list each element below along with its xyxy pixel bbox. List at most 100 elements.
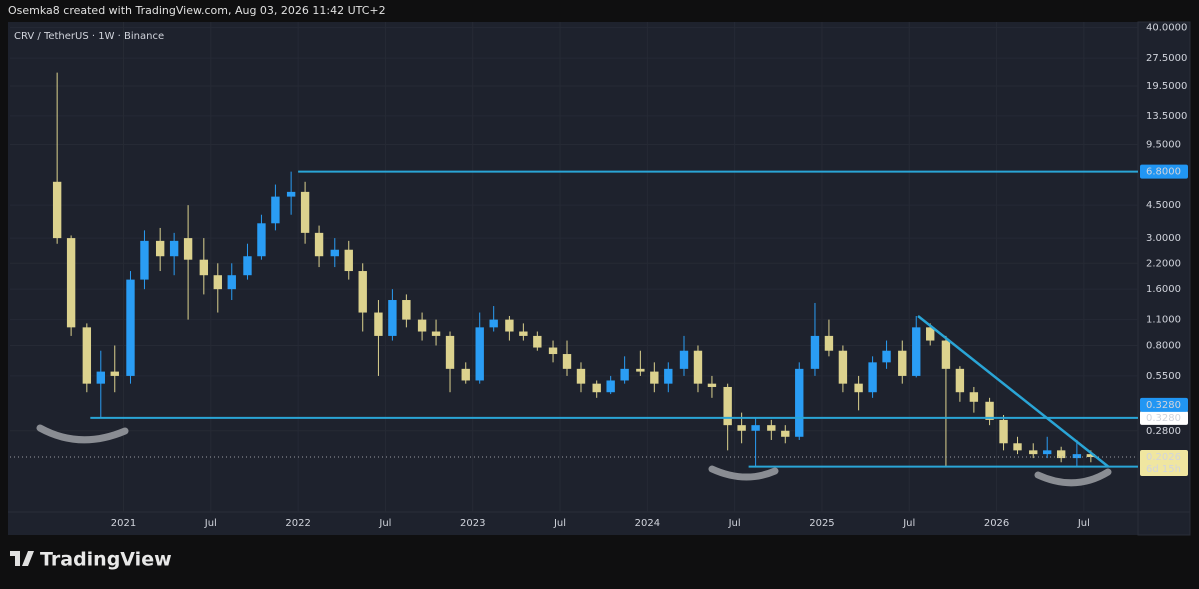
y-tick-label: 13.5000 <box>1146 111 1187 122</box>
y-tick-label: 3.0000 <box>1146 233 1181 244</box>
candle-body <box>358 271 367 313</box>
x-tick-label: 2021 <box>111 518 136 529</box>
candle-body <box>183 238 193 260</box>
annotation-arc <box>1034 468 1112 487</box>
last-price-bg <box>1140 450 1188 477</box>
x-tick-label: Jul <box>902 518 915 529</box>
candle-body <box>562 354 572 369</box>
candle-body <box>402 300 411 320</box>
candle-body <box>169 240 179 257</box>
candle-body <box>999 419 1008 444</box>
candle-body <box>955 368 965 393</box>
candle-body <box>431 331 441 336</box>
candle-body <box>330 249 339 257</box>
candle-body <box>417 319 427 332</box>
price-tag-bg <box>1140 410 1188 425</box>
candle-body <box>461 368 470 381</box>
x-tick-label: Jul <box>728 518 741 529</box>
candle-body <box>548 347 558 355</box>
candle-body <box>606 380 615 393</box>
candle-body <box>243 256 252 276</box>
candle-body <box>1029 450 1038 455</box>
candle-body <box>52 181 62 239</box>
y-tick-label: 0.5500 <box>1146 371 1181 382</box>
candle-body <box>300 191 310 233</box>
candle-body <box>533 335 542 348</box>
y-tick-label: 27.5000 <box>1146 53 1187 64</box>
candle-body <box>1086 454 1096 458</box>
price-tag-bg <box>1140 397 1188 412</box>
annotation-arc <box>708 465 779 481</box>
candle-body <box>155 240 165 257</box>
candle-body <box>1056 450 1066 459</box>
symbol-title: CRV / TetherUS · 1W · Binance <box>14 31 164 42</box>
candle-body <box>1013 443 1022 451</box>
candle-body <box>824 335 834 351</box>
last-price-label: 0.2026 <box>1146 452 1181 463</box>
candle-body <box>489 319 498 328</box>
candle-body <box>795 368 804 437</box>
candle-body <box>838 350 848 384</box>
candle-body <box>723 386 732 426</box>
price-tag-label: 0.3280 <box>1146 413 1181 424</box>
x-tick-label: Jul <box>553 518 566 529</box>
logo-mark <box>10 551 34 566</box>
annotation-arc <box>36 424 129 444</box>
candle-body <box>737 425 746 431</box>
plot: 40.0000 27.5000 19.5000 13.5000 9.5000 4.5000… <box>10 22 1187 529</box>
candle-body <box>1072 454 1082 459</box>
candle-body <box>213 275 222 290</box>
candle-body <box>941 340 951 369</box>
logo-text: TradingView <box>40 549 172 571</box>
x-tick-label: Jul <box>1077 518 1090 529</box>
candle-body <box>314 232 324 257</box>
candle-body <box>445 335 455 369</box>
candle-body <box>505 319 514 332</box>
x-tick-label: 2025 <box>809 518 834 529</box>
candle-body <box>344 249 353 272</box>
candle-body <box>199 259 209 276</box>
candle-body <box>66 238 76 328</box>
candle-body <box>926 327 935 341</box>
y-tick-label: 19.5000 <box>1146 81 1187 92</box>
candle-body <box>620 368 629 381</box>
candle-body <box>650 371 659 384</box>
candle-body <box>969 392 979 402</box>
y-tick-label: 0.2800 <box>1146 426 1181 437</box>
candle-body <box>1043 450 1052 455</box>
candle-body <box>781 430 790 437</box>
y-tick-label: 4.5000 <box>1146 200 1181 211</box>
candle-body <box>868 362 877 393</box>
candle-body <box>679 350 689 369</box>
y-tick-label: 1.1000 <box>1146 315 1181 326</box>
candle-body <box>912 327 921 376</box>
candle-body <box>96 371 105 384</box>
candle-body <box>810 335 820 369</box>
trendline <box>917 315 1110 468</box>
candle-body <box>767 425 776 431</box>
candle-body <box>636 368 645 372</box>
candle-body <box>374 312 383 336</box>
candle-body <box>898 350 907 376</box>
y-tick-label: 40.0000 <box>1146 23 1187 34</box>
header: Osemka8 created with TradingView.com, Au… <box>8 4 386 17</box>
price-tag: 6.8000 <box>1140 164 1188 179</box>
candle-body <box>854 383 863 393</box>
x-tick-label: Jul <box>378 518 391 529</box>
candle-body <box>751 425 760 431</box>
y-tick-label: 2.2000 <box>1146 258 1181 269</box>
candle-body <box>882 350 891 363</box>
price-tag: 0.3280 <box>1140 397 1188 412</box>
x-tick-label: 2022 <box>285 518 310 529</box>
candle-body <box>82 327 92 384</box>
price-tag-label: 6.8000 <box>1146 167 1181 178</box>
candle-body <box>257 223 266 257</box>
x-tick-label: 2023 <box>460 518 485 529</box>
price-tag: 0.3280 <box>1140 410 1188 425</box>
candle-body <box>707 383 717 387</box>
candle-body <box>664 368 673 384</box>
candle-body <box>519 331 528 336</box>
x-tick-label: 2026 <box>984 518 1009 529</box>
